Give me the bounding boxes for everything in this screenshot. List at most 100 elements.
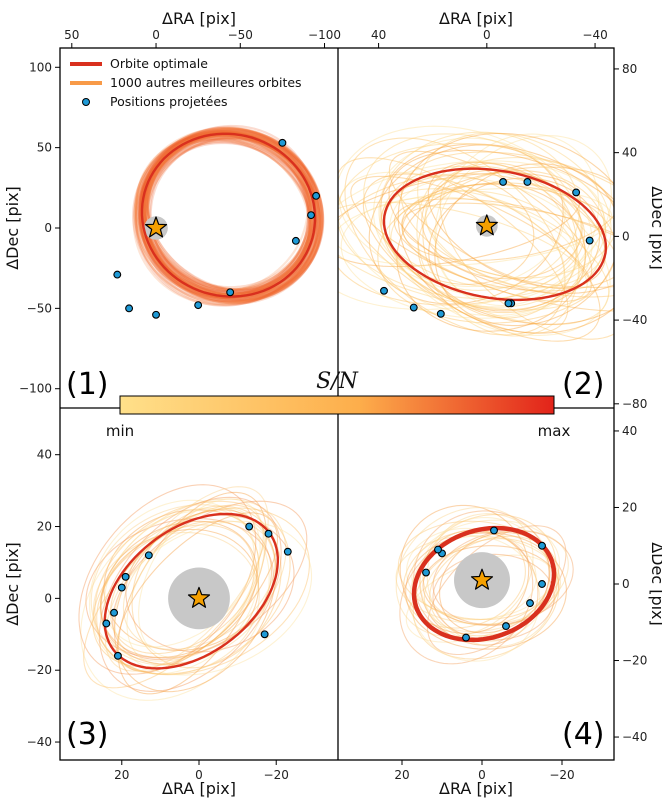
other-orbit (425, 157, 614, 279)
x-tick-label: −20 (264, 768, 289, 782)
other-orbit (416, 161, 580, 337)
other-orbit (417, 170, 607, 314)
x-tick-label: 50 (64, 28, 79, 42)
other-orbit (429, 535, 560, 637)
x-tick-label: 0 (195, 768, 203, 782)
figure-frame (59, 47, 615, 761)
panel-label: (3) (66, 717, 109, 752)
other-orbit (406, 527, 537, 621)
other-orbit (145, 131, 322, 299)
x-axis-label: ΔRA [pix] (439, 779, 513, 798)
other-orbit (379, 188, 610, 326)
projected-position (462, 633, 470, 642)
other-orbit (396, 182, 586, 332)
other-orbit (338, 160, 605, 310)
other-orbit (138, 498, 266, 659)
other-orbit (388, 149, 614, 295)
y-tick-label: 40 (622, 146, 637, 160)
other-orbit (144, 139, 318, 302)
projected-position (102, 619, 111, 628)
other-orbit (143, 136, 312, 296)
other-orbit (139, 129, 324, 303)
colorbar-max-label: max (538, 422, 571, 440)
x-axis-label: ΔRA [pix] (162, 779, 236, 798)
y-tick-label: −40 (622, 730, 647, 744)
other-orbit (401, 202, 614, 288)
y-axis-label: ΔDec [pix] (648, 186, 662, 270)
other-orbit (80, 510, 270, 701)
panel-label: (4) (562, 717, 605, 752)
other-orbit (409, 535, 541, 662)
other-orbit (139, 128, 324, 304)
projected-position (264, 529, 273, 538)
star-marker (187, 586, 211, 608)
y-tick-label: −50 (27, 301, 52, 315)
projected-position (380, 286, 388, 295)
other-orbit (378, 131, 580, 291)
projected-position (152, 310, 160, 319)
other-orbit (139, 133, 316, 294)
y-tick-label: 100 (29, 60, 52, 74)
main-layer (380, 167, 608, 318)
other-orbit (338, 172, 581, 268)
projected-position (226, 288, 235, 297)
optimal-orbit (103, 512, 279, 670)
other-orbit (131, 505, 282, 669)
projected-position (245, 522, 254, 531)
other-orbit (89, 499, 260, 675)
other-orbit (388, 177, 611, 336)
other-orbit (85, 517, 274, 659)
other-orbit (113, 520, 313, 676)
other-orbit (397, 520, 557, 621)
projected-position (110, 608, 119, 617)
axes: (3) 20 0 −20 ΔRA [pix] 40 20 0 −20 −40 ΔDec [pix] (3, 448, 289, 798)
legend: Orbite optimale 1000 autres meilleures o… (70, 56, 302, 109)
projected-position (585, 236, 594, 245)
other-orbit (400, 151, 614, 298)
other-orbit (134, 137, 314, 299)
projected-position (113, 651, 122, 660)
other-orbit (344, 137, 566, 336)
projected-position (490, 526, 498, 535)
y-tick-label: −20 (27, 663, 52, 677)
other-orbit (143, 134, 310, 291)
projected-position (526, 599, 534, 608)
legend-points-label: Positions projetées (110, 94, 228, 109)
other-orbit (363, 133, 582, 288)
other-orbit (109, 520, 260, 655)
other-orbit (401, 166, 614, 261)
other-orbit (350, 175, 592, 303)
other-orbit (98, 496, 282, 692)
y-axis-label: ΔDec [pix] (3, 542, 22, 626)
panel-1: (1) 50 0 −50 −100 ΔRA [pix] 100 50 0 −50 −100 ΔDec … (3, 9, 341, 402)
x-axis-label: ΔRA [pix] (439, 9, 513, 28)
panel-4: (4) 20 0 −20 ΔRA [pix] 40 20 0 −20 −40 ΔDec [pix] (394, 424, 662, 798)
projected-position (572, 188, 581, 197)
x-tick-label: 0 (478, 768, 486, 782)
other-orbit (432, 529, 574, 626)
other-orbit (422, 545, 560, 626)
other-orbit (96, 507, 310, 676)
axes: (1) 50 0 −50 −100 ΔRA [pix] 100 50 0 −50 −100 ΔDec … (3, 9, 341, 402)
other-orbit (135, 131, 310, 296)
other-orbit (146, 134, 322, 299)
other-orbit (147, 134, 321, 297)
other-orbit (411, 519, 561, 620)
projected-position (125, 304, 134, 313)
other-orbit (423, 529, 569, 633)
other-orbit (362, 173, 601, 342)
other-orbit (133, 130, 313, 300)
other-orbit (383, 175, 535, 285)
other-orbit (380, 143, 614, 325)
y-tick-label: −20 (622, 654, 647, 668)
projected-position (113, 270, 122, 279)
other-orbit (401, 183, 614, 292)
x-tick-label: 0 (152, 28, 160, 42)
other-orbit (143, 134, 322, 302)
other-orbit (104, 486, 269, 672)
x-tick-label: −100 (308, 28, 341, 42)
projected-position (312, 191, 321, 200)
y-axis-label: ΔDec [pix] (3, 186, 22, 270)
other-orbit (92, 531, 260, 675)
